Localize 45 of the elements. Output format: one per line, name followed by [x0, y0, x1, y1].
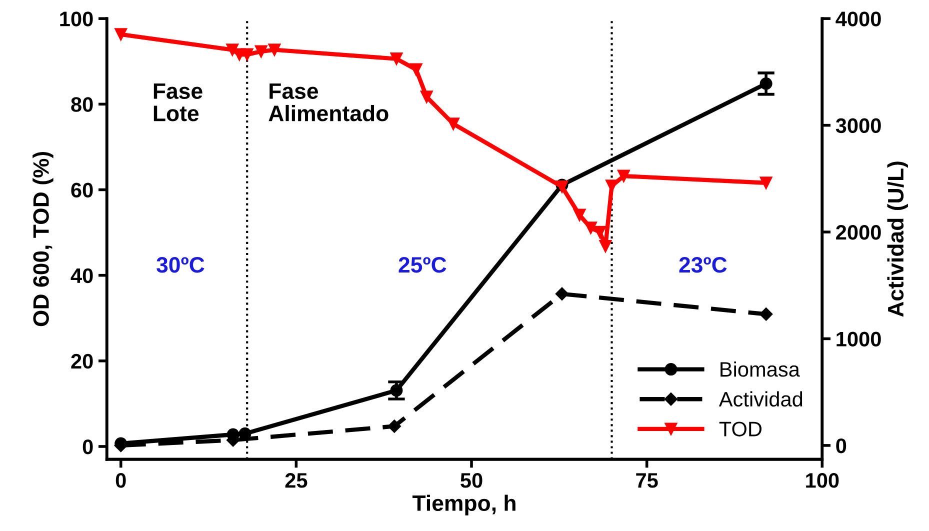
point: [760, 176, 772, 190]
point: [390, 52, 403, 66]
point: [594, 226, 606, 238]
x-tick-label: 75: [636, 473, 658, 488]
annotation: 30ºC: [156, 256, 204, 273]
point: [584, 222, 597, 234]
y2-tick-label: 2000: [836, 225, 881, 240]
y-tick-label: 20: [71, 354, 93, 369]
y-tick-label: 0: [82, 439, 93, 454]
point: [759, 308, 773, 321]
point: [555, 287, 569, 300]
legend-label: Actividad: [718, 391, 802, 407]
point: [410, 63, 422, 76]
x-tick-label: 0: [116, 473, 126, 488]
point: [114, 28, 128, 41]
y-tick-label: 40: [70, 268, 93, 284]
y2-tick-label: 0: [836, 438, 846, 454]
y-axis-title: OD 600, TOD (%): [32, 152, 54, 326]
point: [240, 48, 254, 61]
annotation: Fase Lote: [154, 83, 202, 122]
point: [447, 118, 460, 130]
y2-tick-label: 3000: [836, 118, 881, 134]
point: [226, 44, 239, 56]
y-tick-label: 80: [71, 97, 93, 112]
point: [388, 420, 401, 433]
annotation: Fase Alimentado: [268, 83, 388, 122]
x-tick-label: 25: [285, 473, 308, 488]
point: [617, 170, 630, 182]
point: [254, 45, 268, 58]
x-tick-label: 50: [460, 473, 482, 488]
point: [573, 208, 586, 222]
point: [268, 44, 281, 56]
y2-tick-label: 4000: [836, 12, 881, 26]
x-axis-title: Tiempo, h: [412, 494, 516, 516]
annotation: 25ºC: [398, 256, 446, 273]
y-tick-label: 60: [71, 182, 93, 198]
legend-label: Biomasa: [720, 361, 800, 377]
y2-tick-label: 1000: [836, 332, 881, 346]
y-tick-label: 100: [60, 12, 93, 26]
legend-label: TOD: [719, 422, 762, 436]
x-tick-label: 100: [806, 473, 839, 488]
annotation: 23ºC: [679, 256, 727, 273]
y2-axis-title: Actividad (U/L): [887, 162, 908, 317]
point: [599, 240, 612, 252]
point: [420, 90, 433, 104]
